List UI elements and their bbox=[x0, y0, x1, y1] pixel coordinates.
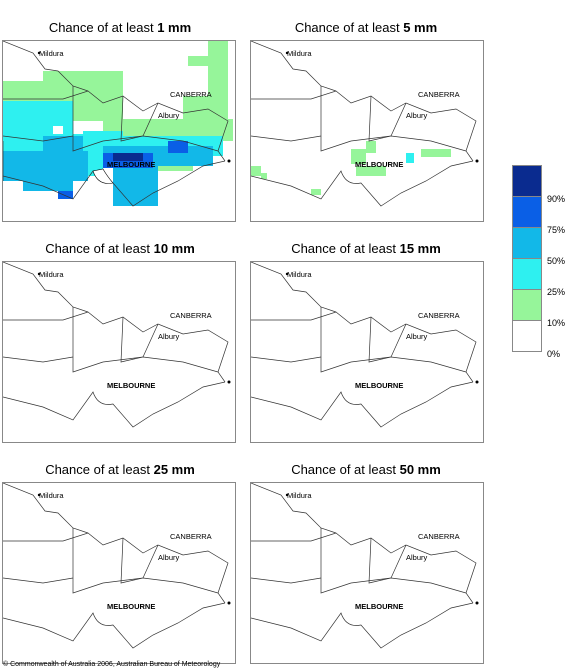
city-label-melbourne: MELBOURNE bbox=[107, 160, 155, 169]
city-label-melbourne: MELBOURNE bbox=[107, 381, 155, 390]
legend-label-25: 25% bbox=[547, 287, 566, 297]
rain-grid-1mm: Mildura CANBERRA Albury MELBOURNE bbox=[3, 41, 233, 207]
legend-swatch-90-100 bbox=[512, 165, 542, 197]
legend-label-10: 10% bbox=[547, 318, 566, 328]
rain-grid-5mm: Mildura CANBERRA Albury MELBOURNE bbox=[251, 41, 479, 207]
legend-swatch-0-10 bbox=[512, 321, 542, 352]
city-label-mildura: Mildura bbox=[39, 49, 64, 58]
city-label-albury: Albury bbox=[158, 553, 180, 562]
panel-title-1mm: Chance of at least 1 mm bbox=[48, 20, 192, 35]
city-label-albury: Albury bbox=[158, 332, 180, 341]
city-label-canberra: CANBERRA bbox=[170, 311, 212, 320]
map-1mm: Mildura CANBERRA Albury MELBOURNE bbox=[2, 40, 236, 222]
city-label-mildura: Mildura bbox=[39, 270, 64, 279]
city-label-albury: Albury bbox=[406, 553, 428, 562]
panel-title-5mm: Chance of at least 5 mm bbox=[294, 20, 438, 35]
city-label-albury: Albury bbox=[406, 332, 428, 341]
panel-title-50mm: Chance of at least 50 mm bbox=[291, 462, 441, 477]
map-25mm: Mildura CANBERRA Albury MELBOURNE bbox=[2, 482, 236, 664]
city-label-melbourne: MELBOURNE bbox=[355, 602, 403, 611]
map-15mm: Mildura CANBERRA Albury MELBOURNE bbox=[250, 261, 484, 443]
probability-legend bbox=[512, 165, 542, 352]
city-label-melbourne: MELBOURNE bbox=[107, 602, 155, 611]
city-label-mildura: Mildura bbox=[287, 491, 312, 500]
city-label-canberra: CANBERRA bbox=[170, 532, 212, 541]
legend-label-75: 75% bbox=[547, 225, 566, 235]
legend-label-0: 0% bbox=[547, 349, 561, 359]
map-5mm: Mildura CANBERRA Albury MELBOURNE bbox=[250, 40, 484, 222]
city-label-canberra: CANBERRA bbox=[170, 90, 212, 99]
city-label-albury: Albury bbox=[158, 111, 180, 120]
legend-label-50: 50% bbox=[547, 256, 566, 266]
map-50mm: Mildura CANBERRA Albury MELBOURNE bbox=[250, 482, 484, 664]
legend-swatch-50-75 bbox=[512, 228, 542, 259]
panel-title-25mm: Chance of at least 25 mm bbox=[45, 462, 195, 477]
city-label-melbourne: MELBOURNE bbox=[355, 160, 403, 169]
panel-title-15mm: Chance of at least 15 mm bbox=[291, 241, 441, 256]
legend-label-90: 90% bbox=[547, 194, 566, 204]
legend-swatch-25-50 bbox=[512, 259, 542, 290]
city-label-mildura: Mildura bbox=[287, 270, 312, 279]
map-10mm: Mildura CANBERRA Albury MELBOURNE bbox=[2, 261, 236, 443]
city-label-canberra: CANBERRA bbox=[418, 532, 460, 541]
city-label-albury: Albury bbox=[406, 111, 428, 120]
city-label-mildura: Mildura bbox=[287, 49, 312, 58]
city-label-melbourne: MELBOURNE bbox=[355, 381, 403, 390]
city-label-canberra: CANBERRA bbox=[418, 311, 460, 320]
copyright-notice: © Commonwealth of Australia 2006, Austra… bbox=[3, 661, 221, 668]
city-label-mildura: Mildura bbox=[39, 491, 64, 500]
legend-swatch-75-90 bbox=[512, 197, 542, 228]
panel-title-10mm: Chance of at least 10 mm bbox=[45, 241, 195, 256]
legend-swatch-10-25 bbox=[512, 290, 542, 321]
city-label-canberra: CANBERRA bbox=[418, 90, 460, 99]
